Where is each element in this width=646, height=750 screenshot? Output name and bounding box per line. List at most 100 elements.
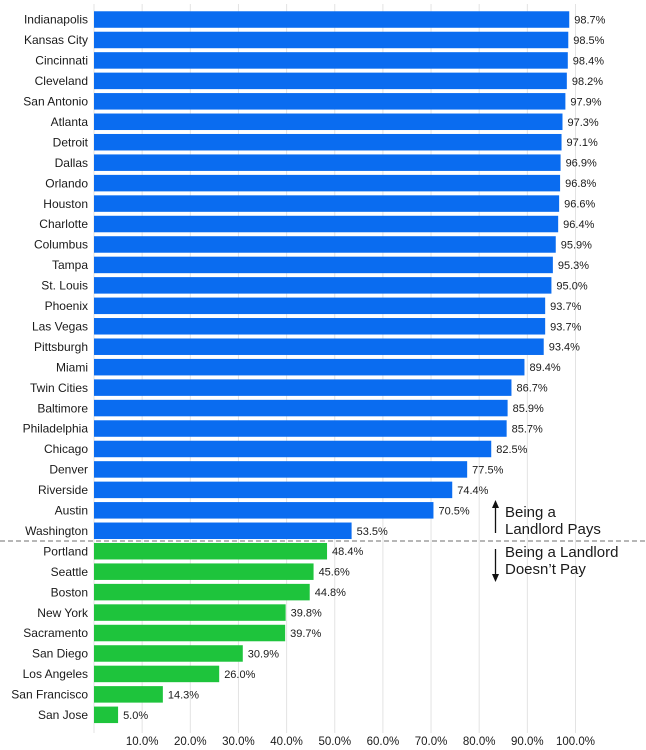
x-tick-label: 70.0% xyxy=(415,736,448,748)
category-label: San Jose xyxy=(38,708,88,722)
bar xyxy=(94,481,453,499)
category-label: San Antonio xyxy=(23,95,88,109)
value-label: 97.3% xyxy=(567,117,598,129)
bar xyxy=(94,154,561,171)
bar xyxy=(94,542,328,560)
value-label: 26.0% xyxy=(224,669,255,681)
category-label: Los Angeles xyxy=(23,667,88,681)
value-label: 93.7% xyxy=(550,301,581,313)
value-label: 98.5% xyxy=(573,35,604,47)
bar xyxy=(94,358,525,376)
annotation-not-pays-line2: Doesn’t Pay xyxy=(505,561,586,578)
value-label: 89.4% xyxy=(529,362,560,374)
value-label: 86.7% xyxy=(516,383,547,395)
value-label: 95.9% xyxy=(561,239,592,251)
value-label: 98.2% xyxy=(572,76,603,88)
category-label: Kansas City xyxy=(24,33,88,47)
bar xyxy=(94,563,314,580)
value-label: 39.7% xyxy=(290,628,321,640)
category-label: St. Louis xyxy=(41,279,88,293)
value-label: 77.5% xyxy=(472,464,503,476)
value-label: 14.3% xyxy=(168,689,199,701)
category-label: Denver xyxy=(49,463,88,477)
category-label: Atlanta xyxy=(51,115,89,129)
value-label: 85.9% xyxy=(513,403,544,415)
value-label: 85.7% xyxy=(512,424,543,436)
category-label: New York xyxy=(37,606,89,620)
bar xyxy=(94,31,569,49)
value-label: 45.6% xyxy=(319,567,350,579)
category-label: Cincinnati xyxy=(35,54,88,68)
value-label: 97.1% xyxy=(567,137,598,149)
down-arrow-icon xyxy=(492,574,499,582)
x-tick-label: 60.0% xyxy=(367,736,400,748)
bar xyxy=(94,379,512,396)
bar xyxy=(94,624,286,642)
bar xyxy=(94,706,119,724)
bar xyxy=(94,318,546,335)
bar xyxy=(94,113,563,131)
category-label: Las Vegas xyxy=(32,319,88,333)
category-label: Columbus xyxy=(34,238,88,252)
category-label: Orlando xyxy=(45,176,88,190)
bar xyxy=(94,420,507,437)
x-tick-label: 20.0% xyxy=(174,736,207,748)
value-label: 93.4% xyxy=(549,342,580,354)
category-label: Riverside xyxy=(38,483,88,497)
bar xyxy=(94,236,556,253)
category-label: Portland xyxy=(43,544,88,558)
category-label: Seattle xyxy=(51,565,89,579)
value-label: 96.4% xyxy=(563,219,594,231)
category-label: Phoenix xyxy=(45,299,88,313)
bar xyxy=(94,399,508,417)
category-label: Houston xyxy=(43,197,88,211)
value-label: 48.4% xyxy=(332,546,363,558)
value-label: 95.3% xyxy=(558,260,589,272)
bar xyxy=(94,93,566,110)
value-label: 96.8% xyxy=(565,178,596,190)
bar xyxy=(94,440,492,458)
bar xyxy=(94,72,567,90)
bar xyxy=(94,195,560,212)
bar xyxy=(94,174,561,192)
bar xyxy=(94,297,546,315)
category-label: Tampa xyxy=(52,258,88,272)
bar xyxy=(94,502,434,519)
value-label: 98.7% xyxy=(574,15,605,27)
bar xyxy=(94,338,544,355)
value-label: 98.4% xyxy=(573,55,604,67)
annotation-pays-line1: Being a xyxy=(505,504,557,521)
bar xyxy=(94,665,220,683)
category-label: Miami xyxy=(56,360,88,374)
bar xyxy=(94,277,552,294)
bar xyxy=(94,133,562,151)
x-tick-label: 40.0% xyxy=(270,736,303,748)
category-label: San Francisco xyxy=(11,688,88,702)
value-label: 96.6% xyxy=(564,199,595,211)
bar xyxy=(94,256,553,274)
annotation-not-pays-line1: Being a Landlord xyxy=(505,544,618,561)
category-label: Dallas xyxy=(55,156,88,170)
value-label: 82.5% xyxy=(496,444,527,456)
x-tick-label: 50.0% xyxy=(318,736,351,748)
bar xyxy=(94,604,286,621)
value-label: 74.4% xyxy=(457,485,488,497)
bar xyxy=(94,52,568,69)
category-label: Indianapolis xyxy=(24,13,88,27)
category-label: Austin xyxy=(55,504,88,518)
category-label: Philadelphia xyxy=(23,422,89,436)
category-label: Pittsburgh xyxy=(34,340,88,354)
value-label: 95.0% xyxy=(556,280,587,292)
x-tick-label: 10.0% xyxy=(126,736,159,748)
bar xyxy=(94,215,559,233)
up-arrow-icon xyxy=(492,500,499,508)
value-label: 96.9% xyxy=(566,158,597,170)
value-label: 44.8% xyxy=(315,587,346,599)
category-label: Detroit xyxy=(53,135,89,149)
category-label: Baltimore xyxy=(37,401,88,415)
category-label: Sacramento xyxy=(23,626,88,640)
category-label: San Diego xyxy=(32,647,88,661)
bar xyxy=(94,11,570,28)
category-label: Chicago xyxy=(44,442,88,456)
